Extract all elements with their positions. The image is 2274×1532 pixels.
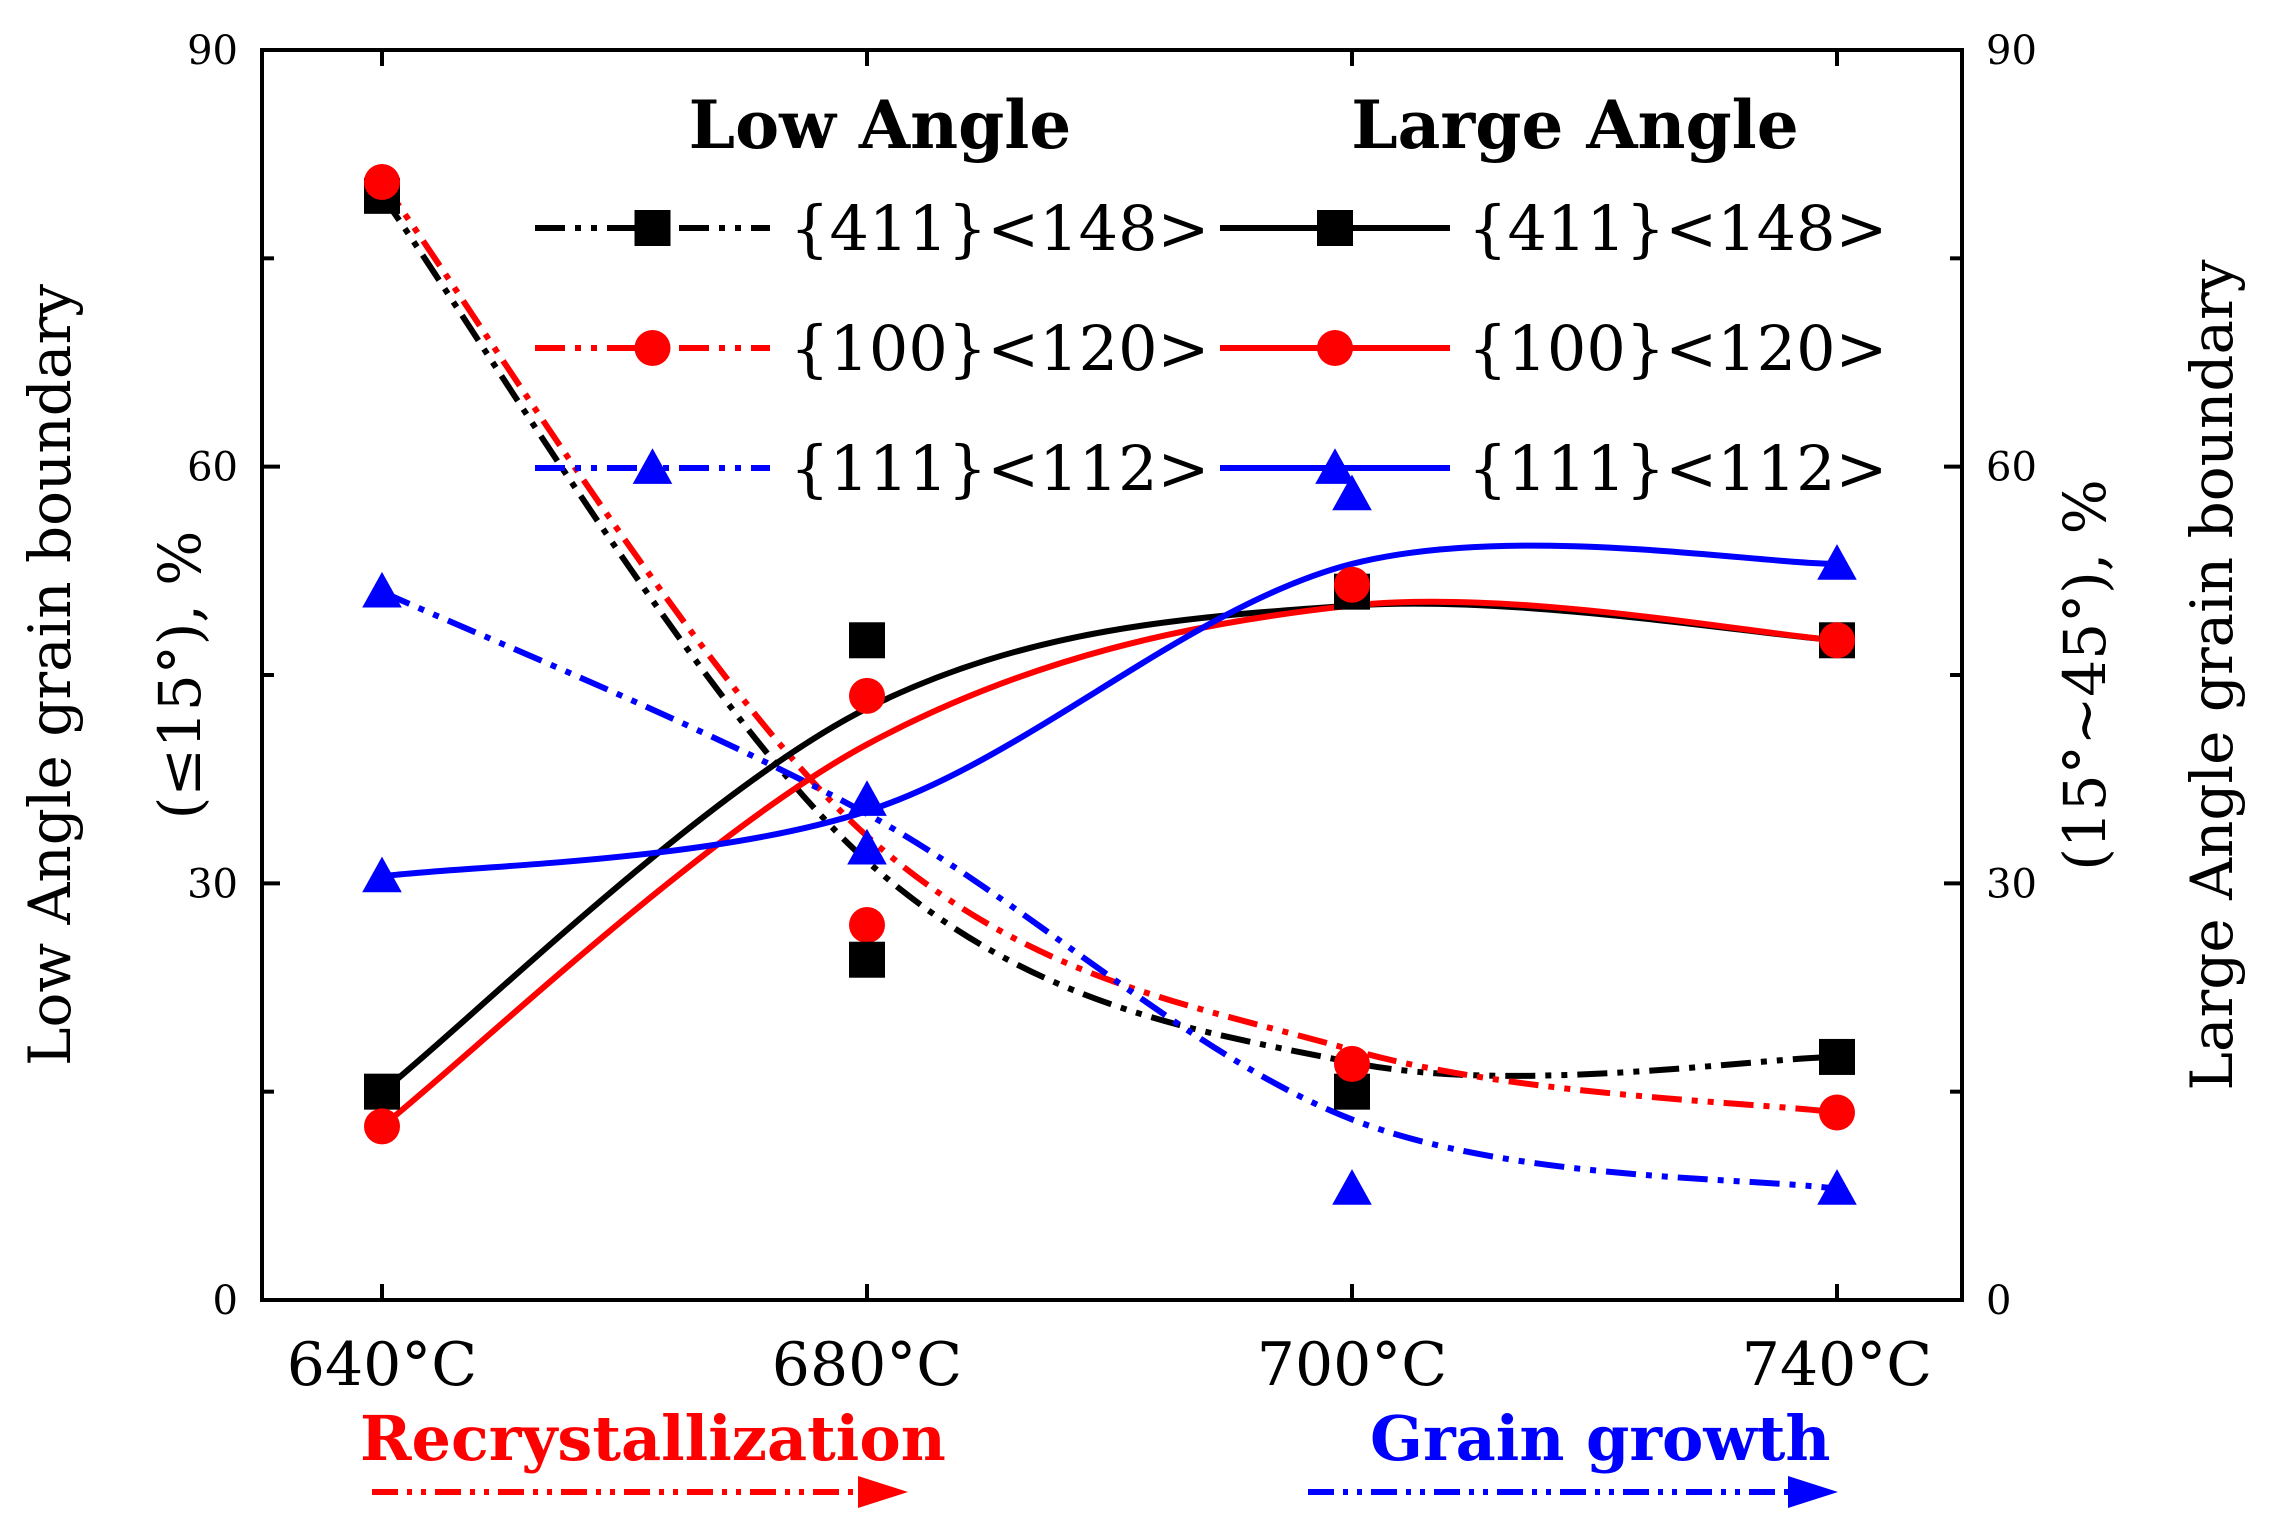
grain-growth-arrow: [1308, 1476, 1838, 1508]
data-point-large-5: [847, 780, 887, 816]
legend-marker: [1315, 448, 1355, 484]
fit-line-large-3: [380, 600, 1838, 1095]
right-y-tick-label: 30: [1986, 861, 2037, 907]
axis-ticks: 640°C 680°C 700°C 740°C 0 30 60 90 0 30 60 90: [187, 28, 2037, 1400]
data-point-large-5: [1332, 474, 1372, 511]
x-tick-label: 700°C: [1257, 1330, 1447, 1400]
data-point-low-2: [1817, 1169, 1857, 1205]
legend-heading-large-angle: Large Angle: [1351, 86, 1798, 164]
left-axis-title-line1: Low Angle grain boundary: [16, 284, 84, 1066]
left-y-tick-label: 60: [187, 445, 238, 491]
fit-line-large-4: [380, 598, 1838, 1129]
legend-marker: [634, 330, 671, 366]
recrystallization-arrow: [372, 1476, 908, 1508]
data-point-large-4: [1334, 566, 1370, 603]
legend-heading-low-angle: Low Angle: [689, 86, 1072, 164]
fit-line-low-2: [380, 588, 1838, 1192]
legend-marker: [634, 210, 671, 246]
left-y-tick-label: 30: [187, 861, 238, 907]
x-tick-label: 640°C: [287, 1330, 477, 1400]
fit-line-large-5: [381, 542, 1838, 880]
legend-label: {111}<112>: [790, 432, 1209, 505]
data-point-low-1: [364, 163, 400, 200]
data-point-low-1: [1334, 1045, 1370, 1082]
legend-marker: [1317, 210, 1353, 246]
data-point-large-4: [364, 1108, 400, 1145]
legend-label: {100}<120>: [1468, 312, 1887, 385]
recrystallization-label: Recrystallization: [360, 1402, 946, 1475]
data-markers: [362, 163, 1857, 1205]
fit-line-low-0: [379, 194, 1838, 1079]
data-point-low-0: [849, 622, 885, 659]
data-point-low-2: [847, 828, 887, 865]
data-point-large-5: [362, 856, 402, 893]
fit-line-low-1: [379, 180, 1838, 1116]
data-point-low-0: [1819, 1038, 1855, 1075]
grain-growth-label: Grain growth: [1370, 1402, 1830, 1475]
x-tick-label: 680°C: [772, 1330, 962, 1400]
legend-marker: [1317, 330, 1353, 366]
legend-marker: [632, 448, 673, 484]
data-point-large-3: [364, 1073, 400, 1110]
legend-label: {111}<112>: [1468, 432, 1887, 505]
data-point-large-5: [1817, 544, 1857, 580]
x-tick-label: 740°C: [1742, 1330, 1932, 1400]
data-point-low-2: [1332, 1169, 1372, 1205]
legend-label: {100}<120>: [790, 312, 1209, 385]
right-y-tick-label: 90: [1986, 28, 2037, 74]
fit-lines: [379, 180, 1838, 1192]
data-point-low-2: [362, 571, 402, 608]
left-axis-title-line2: (≤15°), %: [146, 531, 214, 820]
left-y-tick-label: 90: [187, 28, 238, 74]
legend-label: {411}<148>: [790, 192, 1209, 265]
right-axis-title-line2: (15°~45°), %: [2051, 479, 2119, 870]
data-point-large-3: [849, 941, 885, 978]
data-point-large-4: [1819, 622, 1855, 659]
data-point-low-1: [849, 907, 885, 943]
right-y-tick-label: 60: [1986, 445, 2037, 491]
left-y-tick-label: 0: [213, 1278, 238, 1324]
right-y-tick-label: 0: [1986, 1278, 2011, 1324]
legend: {411}<148> {100}<120> {111}<112> {411}<148>…: [535, 192, 1887, 505]
data-point-low-1: [1819, 1094, 1855, 1131]
legend-label: {411}<148>: [1468, 192, 1887, 265]
right-axis-title-line1: Large Angle grain boundary: [2178, 259, 2246, 1090]
data-point-large-4: [849, 677, 885, 714]
